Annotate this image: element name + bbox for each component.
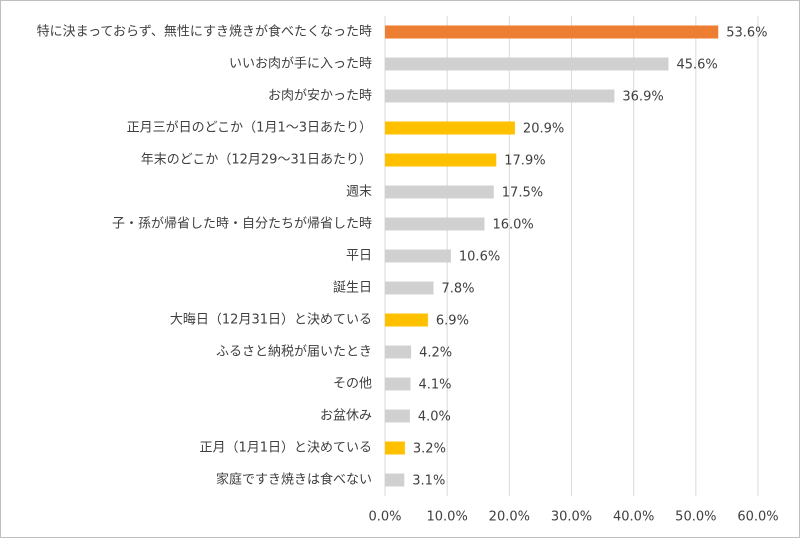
bar	[385, 313, 428, 327]
x-tick-label: 30.0%	[551, 510, 592, 525]
y-tick-label: その他	[333, 377, 372, 392]
data-label: 4.0%	[418, 410, 451, 425]
data-label: 45.6%	[676, 58, 717, 73]
bar	[385, 473, 405, 487]
y-tick-label: お盆休み	[320, 409, 372, 424]
y-tick-label: 誕生日	[333, 281, 372, 296]
y-tick-label: いいお肉が手に入った時	[229, 57, 372, 72]
x-tick-label: 20.0%	[489, 510, 530, 525]
bar	[385, 185, 494, 199]
bar	[385, 281, 434, 295]
bar	[385, 409, 410, 423]
bar	[385, 25, 719, 39]
data-label: 17.9%	[504, 154, 545, 169]
bar	[385, 217, 485, 231]
data-label: 53.6%	[726, 26, 767, 41]
data-label: 3.2%	[413, 442, 446, 457]
y-tick-label: 家庭ですき焼きは食べない	[216, 472, 372, 488]
data-label: 6.9%	[436, 314, 469, 329]
bar	[385, 249, 451, 263]
y-tick-label: お肉が安かった時	[268, 89, 372, 104]
x-tick-label: 10.0%	[427, 510, 468, 525]
x-tick-label: 40.0%	[613, 510, 654, 525]
bar	[385, 121, 515, 135]
bar	[385, 441, 405, 455]
data-label: 36.9%	[622, 90, 663, 105]
data-label: 20.9%	[523, 122, 564, 137]
y-tick-label: 子・孫が帰省した時・自分たちが帰省した時	[112, 216, 372, 232]
x-tick-label: 0.0%	[368, 510, 401, 525]
bar	[385, 345, 412, 359]
data-label: 7.8%	[441, 282, 474, 297]
bar	[385, 57, 669, 71]
y-tick-label: 正月三が日のどこか（1月1～3日あたり）	[127, 121, 372, 136]
bar	[385, 153, 497, 167]
data-label: 4.2%	[419, 346, 452, 361]
data-label: 4.1%	[418, 378, 451, 393]
y-tick-label: ふるさと納税が届いたとき	[216, 345, 372, 360]
y-tick-label: 特に決まっておらず、無性にすき焼きが食べたくなった時	[37, 24, 372, 40]
data-label: 17.5%	[502, 186, 543, 201]
x-tick-label: 50.0%	[675, 510, 716, 525]
y-tick-label: 年末のどこか（12月29～31日あたり）	[141, 153, 372, 168]
data-label: 3.1%	[412, 474, 445, 489]
x-tick-label: 60.0%	[737, 510, 778, 525]
y-tick-label: 大晦日（12月31日）と決めている	[170, 313, 372, 328]
y-tick-label: 平日	[346, 249, 372, 264]
data-label: 10.6%	[459, 250, 500, 265]
bar	[385, 377, 411, 391]
y-tick-label: 正月（1月1日）と決めている	[199, 441, 372, 456]
y-tick-label: 週末	[346, 185, 372, 200]
bar	[385, 89, 615, 103]
data-label: 16.0%	[492, 218, 533, 233]
